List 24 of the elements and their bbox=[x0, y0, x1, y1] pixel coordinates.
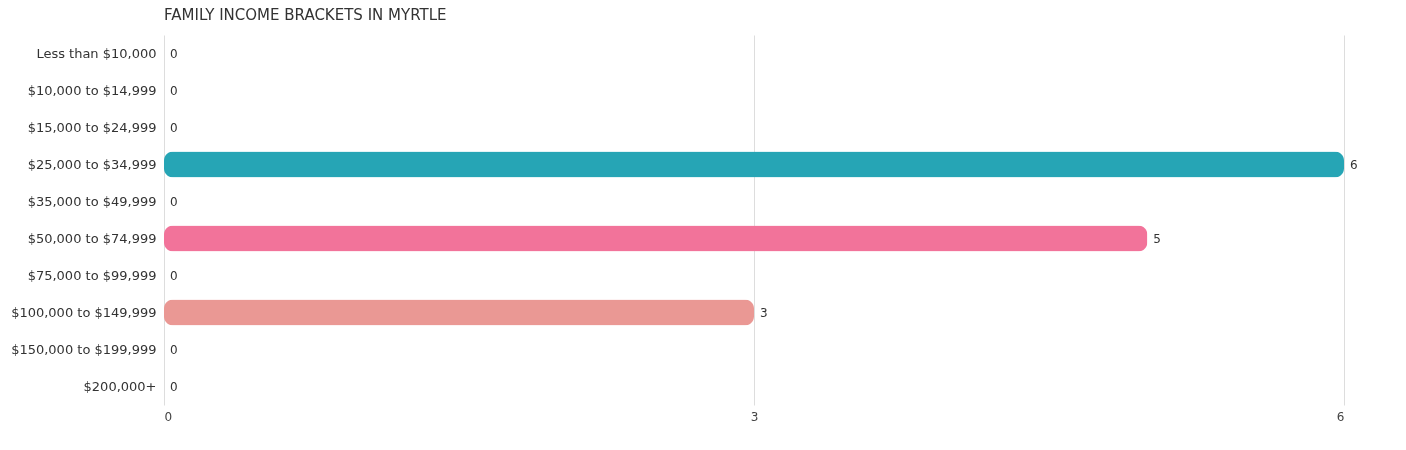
y-tick-label: $100,000 to $149,999 bbox=[11, 304, 157, 320]
chart-title: FAMILY INCOME BRACKETS IN MYRTLE bbox=[164, 6, 447, 24]
data-label: 0 bbox=[170, 120, 178, 135]
y-tick-label: $25,000 to $34,999 bbox=[27, 156, 157, 172]
x-tick-label: 0 bbox=[164, 409, 173, 424]
data-label: 0 bbox=[170, 194, 178, 209]
data-label: 0 bbox=[170, 46, 178, 61]
data-label: 0 bbox=[170, 268, 178, 283]
x-tick-label: 6 bbox=[1336, 409, 1345, 424]
y-tick-label: $35,000 to $49,999 bbox=[27, 193, 157, 209]
y-tick-label: $50,000 to $74,999 bbox=[27, 230, 157, 246]
y-tick-label: $15,000 to $24,999 bbox=[27, 119, 157, 135]
y-tick-label: $75,000 to $99,999 bbox=[27, 267, 157, 283]
data-label: 0 bbox=[170, 83, 178, 98]
data-label: 0 bbox=[170, 342, 178, 357]
y-tick-label: Less than $10,000 bbox=[36, 45, 157, 61]
y-tick-label: $150,000 to $199,999 bbox=[11, 341, 157, 357]
data-label: 5 bbox=[1153, 231, 1161, 246]
data-label: 3 bbox=[760, 305, 768, 320]
data-label: 6 bbox=[1350, 157, 1358, 172]
y-tick-label: $200,000+ bbox=[83, 378, 157, 394]
x-tick-label: 3 bbox=[750, 409, 759, 424]
data-label: 0 bbox=[170, 379, 178, 394]
y-tick-label: $10,000 to $14,999 bbox=[27, 82, 157, 98]
